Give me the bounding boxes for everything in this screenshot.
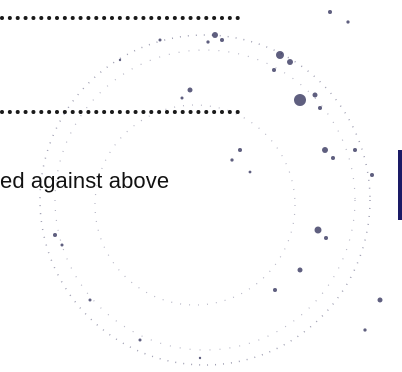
document-text-fragment: ed against above xyxy=(0,168,170,193)
dotted-fill-line-1 xyxy=(0,16,240,20)
scan-edge-mark xyxy=(398,150,402,220)
dotted-fill-line-2 xyxy=(0,110,240,114)
